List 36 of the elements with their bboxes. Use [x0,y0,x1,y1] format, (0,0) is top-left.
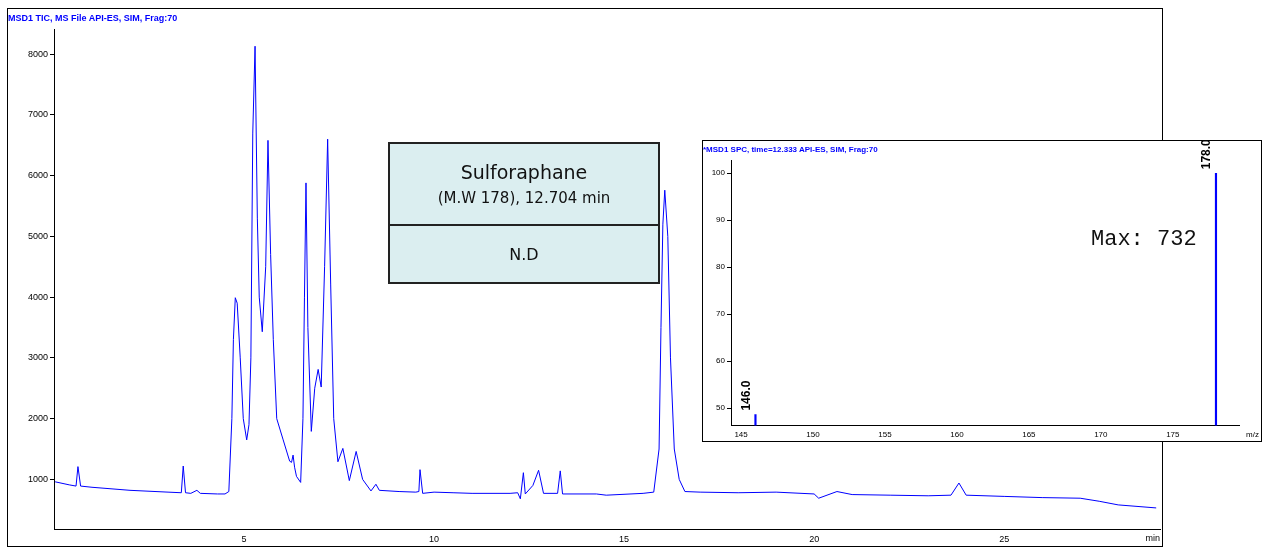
x-tick-label: 155 [878,430,893,440]
x-tick-label: 175 [1166,430,1181,440]
annotation: N.D [508,243,540,266]
y-tick-label: 60 [716,356,726,366]
y-tick-label: 5000 [27,230,48,241]
y-tick-label: 90 [716,215,726,225]
y-tick-label: 2000 [27,413,48,424]
x-tick-label: 165 [1022,430,1037,440]
x-tick-label: 10 [429,534,440,545]
y-tick-label: 4000 [27,291,48,302]
y-tick-label: 3000 [27,352,48,363]
x-tick-label: 150 [806,430,821,440]
label-box: Sulforaphane (M.W 178), 12.704 min N.D [388,142,660,284]
x-tick-label: 15 [619,534,630,545]
x-tick-label: 170 [1094,430,1109,440]
annotation: (M.W 178), 12.704 min [436,189,612,207]
x-tick-label: 5 [241,534,247,545]
y-tick-label: 7000 [27,109,48,120]
x-axis-title: m/z [1246,429,1259,439]
y-tick-label: 6000 [27,170,48,181]
y-tick-label: 70 [716,309,726,319]
x-tick-label: 25 [999,534,1010,545]
chart-title: MSD1 TIC, MS File API-ES, SIM, Frag:70 [8,12,178,23]
annotation: Max: 732 [1091,227,1197,252]
x-tick-label: 160 [950,430,965,440]
chart-title: *MSD1 SPC, time=12.333 API-ES, SIM, Frag:70 [703,145,879,154]
y-tick-label: 80 [716,262,726,272]
annotation: Sulforaphane [459,161,589,183]
x-tick-label: 145 [734,430,749,440]
annotation: 146.0 [738,380,753,411]
y-tick-label: 8000 [27,48,48,59]
y-tick-label: 50 [716,403,726,413]
x-tick-label: 20 [809,534,820,545]
y-tick-label: 100 [711,168,726,178]
y-tick-label: 1000 [27,473,48,484]
x-axis-title: min [1145,533,1160,544]
